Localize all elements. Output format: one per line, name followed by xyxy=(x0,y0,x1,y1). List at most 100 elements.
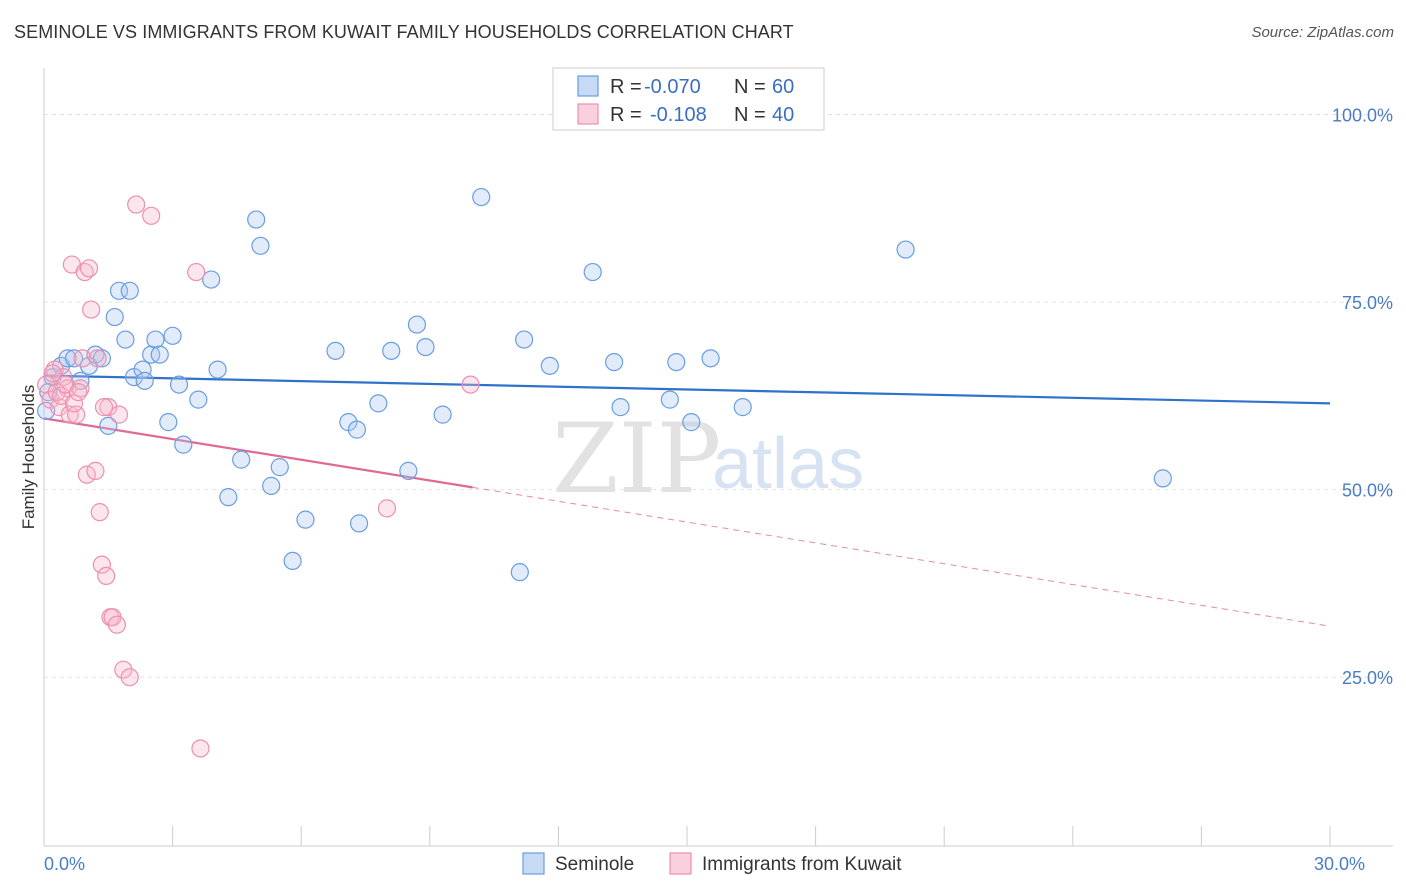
kuwait-point xyxy=(49,398,69,417)
seminole-point xyxy=(369,394,388,413)
seminole-point xyxy=(605,352,624,372)
y-tick-label: 75.0% xyxy=(1342,293,1393,313)
y-tick-label: 100.0% xyxy=(1332,106,1393,126)
kuwait-point xyxy=(99,398,118,417)
kuwait-point xyxy=(86,461,105,480)
kuwait-point xyxy=(142,206,161,225)
kuwait-point xyxy=(54,367,73,387)
kuwait-point xyxy=(191,739,210,758)
kuwait-point xyxy=(69,383,88,402)
kuwait-point xyxy=(461,375,480,394)
seminole-point xyxy=(133,360,152,379)
kuwait-point xyxy=(67,405,86,424)
y-tick-label: 25.0% xyxy=(1342,668,1393,688)
seminole-point xyxy=(407,315,427,334)
kuwait-point xyxy=(90,503,109,522)
seminole-point xyxy=(611,398,630,417)
kuwait-point xyxy=(82,300,101,319)
kuwait-point xyxy=(37,375,56,394)
watermark-zip: ZIP xyxy=(552,403,721,515)
seminole-point xyxy=(247,210,266,229)
seminole-point xyxy=(202,270,221,289)
x-tick-label: 30.0% xyxy=(1314,854,1365,874)
x-tick-labels: 0.0% 30.0% xyxy=(44,854,1365,874)
seminole-trend-line xyxy=(43,374,1331,405)
seminole-point xyxy=(382,341,401,360)
seminole-point xyxy=(433,405,452,424)
seminole-point xyxy=(1153,469,1172,488)
seminole-point xyxy=(169,375,189,394)
seminole-point xyxy=(159,413,178,432)
seminole-point xyxy=(416,337,435,357)
seminole-point xyxy=(251,236,270,255)
kuwait-point xyxy=(60,405,79,424)
watermark: ZIP atlas xyxy=(552,403,864,515)
kuwait-point xyxy=(64,394,84,413)
kuwait-point xyxy=(88,349,107,368)
kuwait-point xyxy=(94,398,114,417)
seminole-point xyxy=(105,307,124,327)
axes xyxy=(43,68,1393,847)
seminole-point xyxy=(472,187,491,207)
y-tick-label: 50.0% xyxy=(1342,481,1393,501)
kuwait-trend-line-extrapolated xyxy=(472,486,1331,627)
seminole-point xyxy=(208,360,227,379)
seminole-point xyxy=(510,563,529,582)
seminole-point xyxy=(660,390,679,409)
source-label: Source: ZipAtlas.com xyxy=(1251,24,1394,41)
kuwait-point xyxy=(120,668,139,687)
legend-r-label-a: R = xyxy=(610,76,642,98)
kuwait-point xyxy=(377,499,397,518)
seminole-point xyxy=(283,551,302,571)
kuwait-point xyxy=(107,615,126,634)
bottom-legend-seminole: Seminole xyxy=(555,854,634,875)
kuwait-point xyxy=(114,660,133,679)
seminole-point xyxy=(189,390,208,409)
seminole-point xyxy=(270,458,289,477)
seminole-point xyxy=(733,398,752,417)
seminole-point xyxy=(399,461,418,480)
seminole-points xyxy=(37,187,1172,582)
seminole-point xyxy=(515,330,534,349)
seminole-point xyxy=(150,345,169,364)
seminole-point xyxy=(349,514,369,533)
grid-lines xyxy=(44,114,1393,678)
seminole-point xyxy=(120,281,139,300)
seminole-point xyxy=(146,330,165,349)
legend-swatch-kuwait xyxy=(577,103,599,125)
seminole-point xyxy=(540,356,559,375)
kuwait-point xyxy=(43,364,62,383)
kuwait-point xyxy=(109,405,129,424)
kuwait-points xyxy=(37,195,480,758)
x-tick-label: 0.0% xyxy=(44,854,85,874)
kuwait-point xyxy=(79,259,99,278)
bottom-legend-swatch-kuwait xyxy=(669,852,692,875)
legend-r-value-a: -0.070 xyxy=(644,76,701,98)
y-tick-labels: 100.0% 75.0% 50.0% 25.0% xyxy=(1332,106,1393,689)
seminole-point xyxy=(682,413,701,432)
kuwait-point xyxy=(92,555,111,574)
kuwait-point xyxy=(187,262,206,282)
seminole-point xyxy=(116,330,135,349)
seminole-point xyxy=(326,341,345,360)
bottom-legend: Seminole Immigrants from Kuwait xyxy=(522,852,902,875)
seminole-point xyxy=(296,510,315,529)
seminole-point xyxy=(58,349,77,368)
bottom-legend-kuwait: Immigrants from Kuwait xyxy=(702,854,902,875)
seminole-point xyxy=(163,326,182,345)
seminole-point xyxy=(262,476,281,495)
watermark-atlas: atlas xyxy=(712,424,864,504)
kuwait-point xyxy=(73,349,92,368)
seminole-point xyxy=(347,420,367,439)
seminole-point xyxy=(701,349,720,368)
seminole-point xyxy=(896,240,915,259)
legend-r-label-b: R = xyxy=(610,104,642,126)
seminole-point xyxy=(92,349,111,368)
legend-n-label-a: N = xyxy=(734,76,766,98)
seminole-point xyxy=(99,416,118,435)
kuwait-point xyxy=(97,566,116,586)
legend-swatch-seminole xyxy=(577,75,599,97)
seminole-point xyxy=(583,262,602,282)
bottom-legend-swatch-seminole xyxy=(522,852,545,875)
